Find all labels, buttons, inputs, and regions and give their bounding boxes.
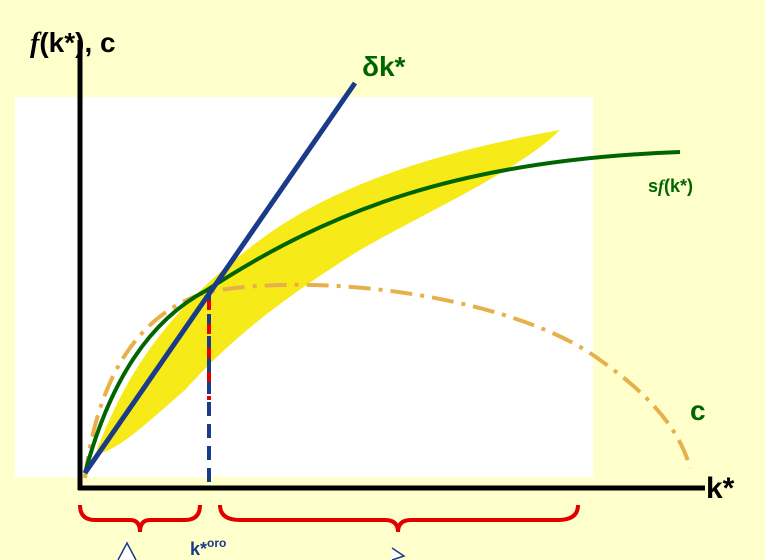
line-label: δk* — [362, 51, 406, 82]
diagram: f(k*), c k* δk* sf(k*) c k*oro — [0, 0, 765, 560]
consumption-label: c — [690, 395, 706, 426]
x-axis-label: k* — [706, 472, 735, 505]
curve-label-rest: (k*) — [664, 176, 693, 196]
golden-label-k: k* — [190, 539, 207, 559]
curve-label-s: s — [648, 176, 658, 196]
y-axis-label-rest: (k*), c — [39, 27, 115, 58]
page: f(k*), c k* δk* sf(k*) c k*oro (() => { … — [0, 0, 765, 560]
y-axis-label: f(k*), c — [30, 27, 116, 59]
curve-label: sf(k*) — [648, 176, 693, 196]
golden-label-oro: oro — [207, 536, 226, 550]
